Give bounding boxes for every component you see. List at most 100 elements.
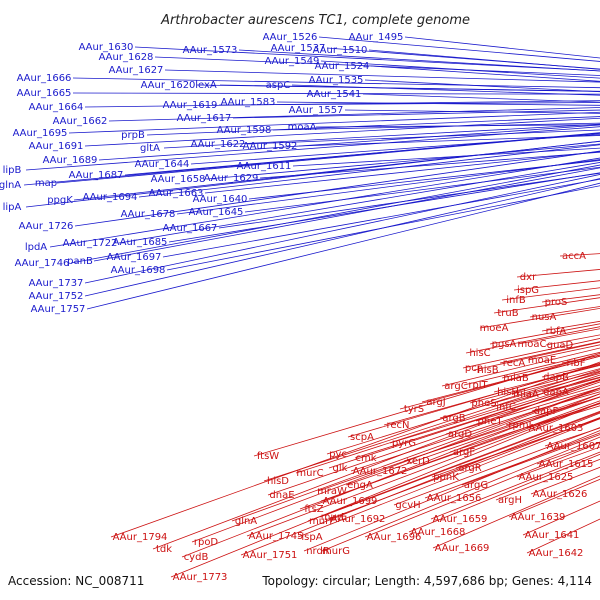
reverse-gene-label: moaC — [518, 339, 547, 350]
reverse-gene-label: pheS — [471, 398, 496, 409]
forward-gene-label: AAur_1524 — [315, 61, 370, 72]
forward-gene-label: moaA — [288, 122, 317, 133]
reverse-gene-label: murG — [322, 546, 350, 557]
label-connector-line — [298, 135, 600, 147]
forward-gene-label: lexA — [195, 80, 217, 91]
label-connector-line — [191, 387, 600, 543]
reverse-gene-label: truB — [497, 308, 518, 319]
forward-gene-label: AAur_1583 — [221, 97, 276, 108]
label-connector-line — [246, 402, 600, 537]
label-connector-line — [253, 352, 600, 457]
label-connector-line — [72, 77, 600, 89]
label-connector-line — [152, 378, 600, 550]
label-connector-line — [218, 102, 600, 106]
label-connector-line — [291, 84, 600, 96]
label-connector-line — [364, 442, 600, 538]
reverse-gene-label: AAur_1751 — [243, 550, 298, 561]
forward-gene-label: map — [35, 178, 57, 189]
reverse-gene-label: ribF — [567, 358, 586, 369]
label-connector-line — [146, 116, 600, 136]
forward-gene-label: AAur_1645 — [189, 207, 244, 218]
reverse-gene-label: AAur_1745 — [249, 531, 304, 542]
label-connector-line — [328, 379, 600, 469]
forward-gene-label: AAur_1722 — [63, 238, 118, 249]
reverse-gene-label: xerD — [406, 456, 430, 467]
reverse-gene-label: infC — [496, 402, 516, 413]
reverse-gene-label: recA — [503, 358, 526, 369]
forward-gene-label: AAur_1620 — [141, 80, 196, 91]
forward-gene-label: gltA — [140, 143, 160, 154]
label-connector-line — [259, 151, 600, 179]
label-connector-line — [320, 402, 600, 502]
reverse-gene-label: cmk — [355, 453, 376, 464]
label-connector-line — [404, 36, 600, 59]
reverse-gene-label: hisC — [469, 348, 490, 359]
label-connector-line — [326, 47, 600, 70]
reverse-gene-label: AAur_1794 — [113, 532, 168, 543]
label-connector-line — [347, 362, 600, 438]
reverse-gene-label: AAur_1603 — [529, 423, 584, 434]
forward-gene-label: AAur_1541 — [307, 89, 362, 100]
reverse-gene-label: rplT — [468, 380, 488, 391]
reverse-gene-label: AAur_1641 — [525, 530, 580, 541]
forward-gene-label: AAur_1662 — [53, 116, 108, 127]
reverse-gene-label: AAur_1692 — [331, 514, 386, 525]
reverse-gene-label: accA — [562, 251, 586, 262]
reverse-gene-label: dapA — [543, 387, 569, 398]
forward-gene-label: AAur_1752 — [29, 291, 84, 302]
forward-gene-label: AAur_1685 — [113, 237, 168, 248]
genome-title: Arthrobacter aurescens TC1, complete gen… — [160, 13, 470, 28]
label-connector-line — [424, 432, 600, 499]
forward-gene-label: AAur_1757 — [31, 304, 86, 315]
label-connector-line — [408, 453, 600, 533]
label-connector-line — [218, 172, 600, 229]
reverse-gene-label: rbfA — [546, 326, 567, 337]
forward-gene-label: AAur_1630 — [79, 42, 134, 53]
forward-gene-label: AAur_1619 — [163, 100, 218, 111]
reverse-gene-label: mraW — [317, 486, 347, 497]
label-connector-line — [445, 387, 600, 435]
reverse-gene-label: AAur_1696 — [367, 532, 422, 543]
reverse-gene-label: ftsW — [257, 451, 279, 462]
label-connector-line — [344, 109, 600, 114]
label-connector-line — [315, 124, 600, 128]
reverse-gene-label: lspA — [301, 532, 322, 543]
label-connector-line — [320, 60, 600, 79]
label-connector-line — [246, 129, 600, 145]
reverse-gene-label: argB — [442, 413, 465, 424]
reverse-gene-label: engA — [347, 480, 373, 491]
reverse-gene-label: AAur_1626 — [533, 489, 588, 500]
label-connector-line — [318, 36, 600, 62]
reverse-gene-label: AAur_1607 — [547, 441, 600, 452]
reverse-gene-label: argF — [453, 447, 475, 458]
forward-gene-label: AAur_1664 — [29, 102, 84, 113]
label-connector-line — [240, 412, 600, 556]
label-connector-line — [163, 123, 600, 149]
genome-stats-text: Topology: circular; Length: 4,597,686 bp… — [261, 574, 592, 588]
forward-gene-label: AAur_1746 — [15, 258, 70, 269]
reverse-gene-label: pheT — [478, 416, 504, 427]
reverse-gene-label: AAur_1669 — [435, 543, 490, 554]
reverse-gene-label: ispG — [517, 285, 539, 296]
label-connector-line — [475, 385, 600, 422]
forward-gene-label: AAur_1694 — [83, 192, 138, 203]
reverse-gene-label: argR — [458, 463, 481, 474]
forward-gene-label: ppgK — [47, 195, 73, 206]
label-connector-line — [166, 185, 600, 271]
reverse-gene-label: AAur_1656 — [427, 493, 482, 504]
forward-gene-label: AAur_1698 — [111, 265, 166, 276]
forward-gene-label: AAur_1535 — [309, 75, 364, 86]
label-connector-line — [181, 393, 600, 558]
reverse-gene-label: rpoD — [194, 537, 219, 548]
label-connector-line — [295, 374, 600, 474]
reverse-gene-label: tyrS — [404, 404, 424, 415]
forward-gene-label: AAur_1663 — [149, 188, 204, 199]
label-connector-line — [231, 387, 600, 522]
label-connector-line — [98, 124, 600, 161]
label-connector-line — [439, 372, 600, 419]
reverse-gene-label: AAur_1615 — [539, 459, 594, 470]
reverse-gene-label: moaE — [528, 355, 556, 366]
forward-gene-label: aspC — [266, 80, 291, 91]
